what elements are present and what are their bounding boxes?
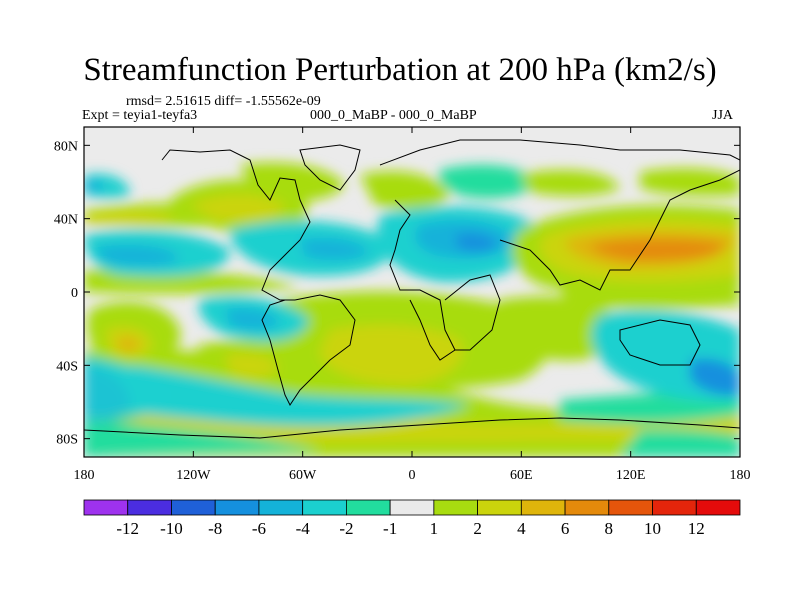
field-arctic-blue — [84, 179, 105, 192]
field-ea-orange — [590, 238, 725, 261]
lon-tick-label: 0 — [409, 468, 416, 483]
field-antarctic-cyan — [84, 420, 320, 457]
colorbar-label: 4 — [517, 519, 526, 538]
lon-tick-label: 60E — [510, 468, 533, 483]
field-tep-blue — [225, 308, 280, 330]
colorbar-label: -4 — [296, 519, 311, 538]
coastlines — [84, 139, 740, 439]
lat-tick-label: 0 — [71, 286, 78, 301]
lat-tick-label: 80N — [54, 139, 78, 154]
field-spw-cyan — [84, 355, 170, 425]
colorbar-swatch — [608, 499, 653, 516]
lon-tick-label: 180 — [730, 468, 751, 483]
season-label: JJA — [712, 108, 734, 123]
lon-axis: 180 120W 60W 0 60E 120E 180 — [74, 127, 751, 483]
colorbar-label: 8 — [605, 519, 614, 538]
field-npw-yellow — [84, 210, 175, 226]
colorbar-label: 10 — [644, 519, 661, 538]
field-antarctic-east — [620, 429, 740, 457]
colorbar-swatch — [171, 499, 216, 516]
field-na-yellow — [190, 194, 285, 223]
field-na2-green — [240, 162, 345, 202]
colorbar-label: -2 — [339, 519, 353, 538]
lon-tick-label: 120E — [616, 468, 646, 483]
field-eur-green — [360, 171, 450, 209]
colorbar-label: -8 — [208, 519, 222, 538]
colorbar-swatch — [652, 499, 697, 516]
colorbar-swatch — [258, 499, 304, 516]
contour-field — [84, 127, 740, 457]
colorbar-swatch — [302, 499, 347, 516]
colorbar-swatch — [83, 499, 129, 516]
coast-europe-africa — [389, 199, 456, 361]
lon-tick-label: 180 — [74, 468, 95, 483]
coast-south-america — [261, 294, 356, 406]
field-npw-blue — [95, 245, 180, 267]
colorbar-swatch — [345, 499, 391, 516]
colorbar-label: 1 — [430, 519, 439, 538]
colorbar-swatch — [389, 499, 435, 516]
colorbar-swatch — [127, 499, 172, 516]
field-spac-orange — [118, 336, 140, 352]
colorbar-swatch — [433, 499, 479, 516]
lat-tick-label: 40N — [54, 213, 78, 228]
colorbar-label: 6 — [561, 519, 570, 538]
field-spac2-yellow — [225, 353, 278, 378]
colorbar-swatch — [520, 499, 566, 516]
colorbar-swatch — [564, 499, 610, 516]
colorbar-label: 12 — [688, 519, 705, 538]
lon-tick-label: 60W — [289, 468, 317, 483]
field-sib-teal — [438, 164, 540, 199]
coast-eurasia-north — [379, 139, 740, 166]
colorbar-label: -1 — [383, 519, 397, 538]
field-natl-blue — [300, 238, 370, 261]
field-sio-blue — [690, 358, 740, 396]
colorbar-label: -6 — [252, 519, 266, 538]
colorbar-label: -10 — [160, 519, 183, 538]
field-ea2-green — [520, 169, 620, 197]
periods-label: 000_0_MaBP - 000_0_MaBP — [310, 108, 477, 123]
field-southern-teal — [84, 360, 470, 427]
colorbar-swatch — [477, 499, 522, 516]
stats-line: rmsd= 2.51615 diff= -1.55562e-09 — [126, 94, 321, 109]
coast-north-america — [161, 149, 311, 301]
colorbar-label: -12 — [116, 519, 139, 538]
field-ea3-green — [640, 168, 740, 197]
field-arctic-teal — [84, 173, 130, 199]
coast-australia — [619, 319, 701, 366]
coast-africa-east — [444, 274, 501, 351]
field-med-dkblue — [455, 233, 498, 252]
lat-axis: 80N 40N 0 40S 80S — [54, 139, 740, 448]
experiment-label: Expt = teyia1-teyfa3 — [82, 108, 198, 123]
colorbar-label: 2 — [473, 519, 482, 538]
coast-antarctica — [84, 417, 740, 439]
colorbar: -12 -10 -8 -6 -4 -2 -1 1 2 4 6 8 10 12 — [83, 499, 741, 538]
coast-asia-south — [499, 169, 740, 291]
field-wp-green — [560, 287, 740, 309]
lon-tick-label: 120W — [176, 468, 211, 483]
colorbar-swatch — [214, 499, 260, 516]
colorbar-swatch — [695, 499, 741, 516]
coast-greenland — [299, 144, 361, 191]
plot-title: Streamfunction Perturbation at 200 hPa (… — [83, 52, 717, 88]
field-trop-atl-yellow — [320, 324, 463, 385]
lat-tick-label: 80S — [56, 433, 78, 448]
lat-tick-label: 40S — [56, 359, 78, 374]
